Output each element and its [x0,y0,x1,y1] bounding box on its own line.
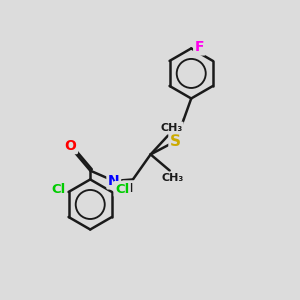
Text: Cl: Cl [115,182,129,196]
Text: H: H [123,182,134,195]
Text: F: F [195,40,204,54]
Text: CH₃: CH₃ [160,123,182,133]
Text: CH₃: CH₃ [161,173,184,183]
Text: S: S [170,134,181,149]
Text: Cl: Cl [51,182,65,196]
Text: O: O [64,139,76,153]
Text: N: N [108,174,120,188]
